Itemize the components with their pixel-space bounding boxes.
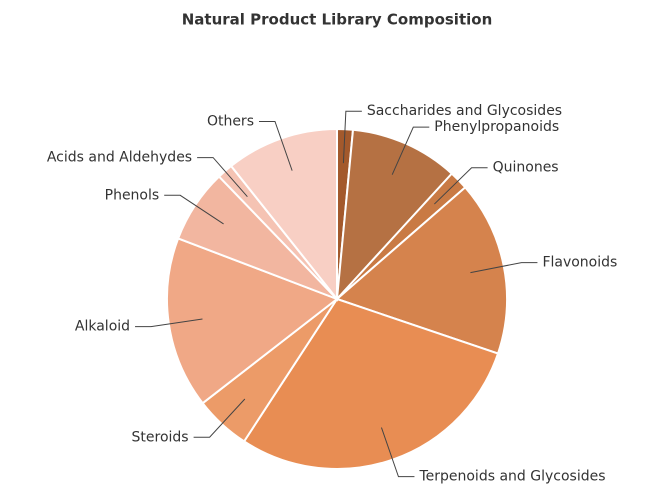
leader-line (342, 110, 362, 164)
slice-label: Alkaloid (75, 319, 130, 335)
leader-line (470, 262, 538, 274)
slice-label: Quinones (493, 160, 559, 176)
leader-line (380, 427, 415, 478)
leader-line (164, 194, 224, 225)
leader-line (193, 398, 246, 438)
chart-title: Natural Product Library Composition (182, 11, 493, 29)
leader-line (135, 318, 203, 328)
slice-label: Others (207, 114, 254, 130)
leader-line (434, 167, 488, 205)
slice-label: Terpenoids and Glycosides (418, 469, 605, 485)
leader-line (258, 121, 293, 171)
slice-label: Acids and Aldehydes (47, 150, 192, 166)
leader-line (391, 126, 430, 175)
leader-line (197, 157, 248, 198)
slice-label: Phenols (105, 187, 160, 203)
slice-label: Phenylpropanoids (434, 119, 559, 135)
slice-label: Saccharides and Glycosides (367, 103, 562, 119)
slice-label: Steroids (132, 429, 189, 445)
slice-label: Flavonoids (542, 255, 617, 271)
